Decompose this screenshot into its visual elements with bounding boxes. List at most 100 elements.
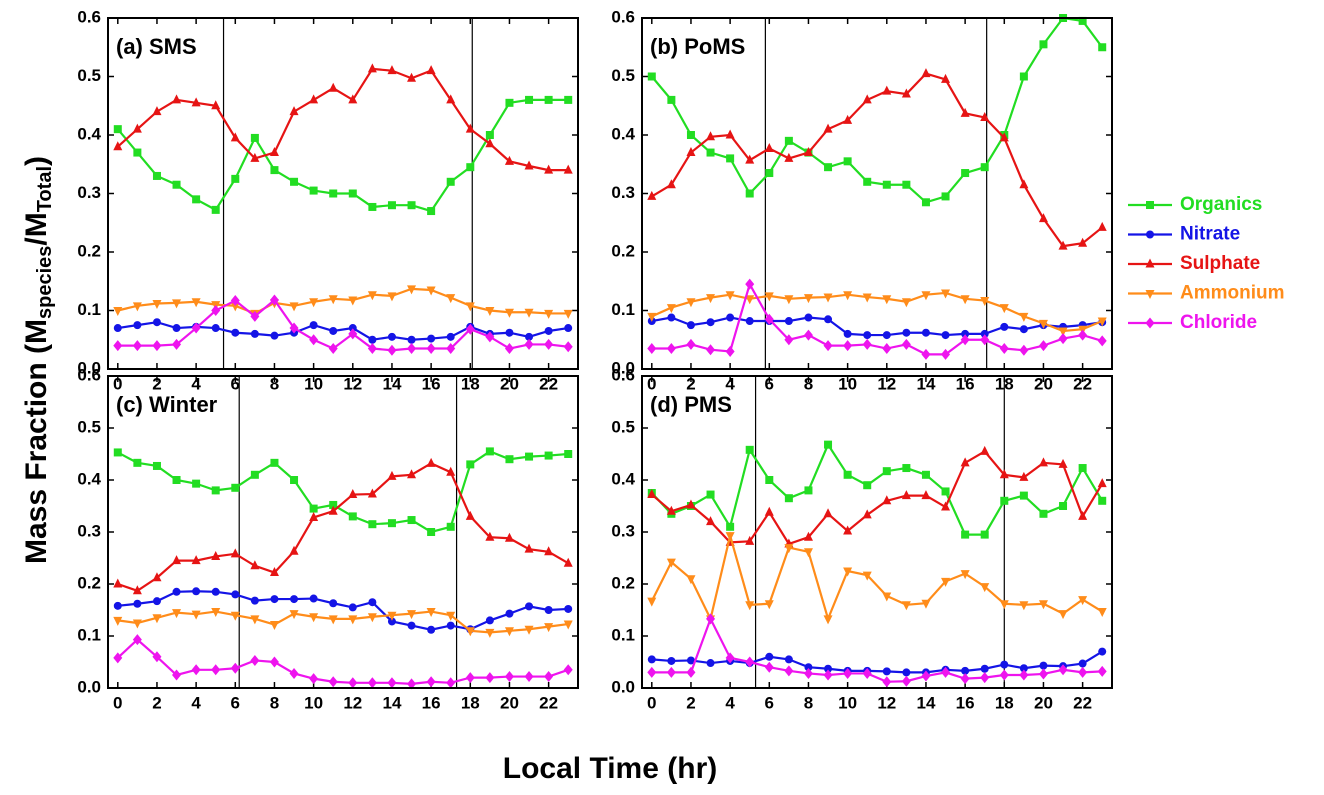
marker	[1038, 457, 1048, 467]
marker	[172, 338, 182, 350]
marker	[348, 512, 357, 521]
marker	[686, 666, 696, 678]
marker	[999, 600, 1009, 610]
marker	[407, 678, 417, 690]
y-label-subscript: Total	[34, 166, 56, 212]
marker	[348, 603, 357, 612]
marker	[427, 625, 436, 634]
marker	[485, 447, 494, 456]
marker	[1019, 601, 1029, 611]
x-tick-label: 8	[804, 374, 813, 393]
marker	[902, 668, 911, 677]
marker	[505, 328, 514, 337]
marker	[804, 313, 813, 322]
marker	[328, 82, 338, 92]
marker	[686, 131, 695, 139]
marker	[230, 548, 240, 558]
x-tick-label: 10	[304, 374, 323, 393]
marker	[960, 295, 970, 305]
data-line	[117, 450, 569, 534]
marker	[784, 334, 794, 346]
marker	[1019, 325, 1028, 334]
marker	[764, 313, 774, 325]
marker	[1078, 16, 1087, 25]
marker	[113, 652, 123, 664]
marker	[231, 174, 240, 183]
marker	[824, 664, 833, 673]
marker	[524, 625, 534, 635]
marker	[686, 321, 695, 330]
plot-frame	[107, 375, 579, 689]
marker	[1078, 510, 1088, 520]
y-label-subscript: species	[34, 246, 56, 319]
x-tick-label: 12	[877, 374, 896, 393]
marker	[667, 95, 676, 104]
x-tick-label: 10	[838, 374, 857, 393]
marker	[387, 611, 397, 621]
marker	[980, 329, 989, 338]
data-line	[650, 442, 1104, 536]
marker	[999, 132, 1009, 142]
marker	[706, 344, 716, 356]
marker	[706, 318, 715, 327]
marker	[564, 95, 573, 104]
marker	[152, 572, 162, 582]
marker	[564, 450, 573, 458]
marker	[446, 177, 455, 186]
marker	[348, 328, 358, 340]
marker	[348, 296, 358, 306]
marker	[901, 601, 911, 611]
marker	[706, 131, 716, 141]
marker	[666, 304, 676, 314]
marker	[843, 340, 853, 352]
marker	[250, 596, 259, 605]
y-label-part: /M	[20, 212, 53, 245]
marker	[387, 344, 397, 356]
marker	[133, 599, 142, 608]
marker	[1058, 333, 1068, 345]
marker	[863, 331, 872, 340]
data-line	[116, 98, 569, 213]
x-tick-label: 14	[382, 693, 401, 712]
marker	[862, 509, 872, 519]
marker	[980, 297, 990, 307]
marker	[784, 494, 793, 503]
marker	[686, 575, 696, 585]
marker	[348, 489, 358, 499]
marker	[387, 292, 397, 302]
marker	[902, 180, 911, 189]
marker	[824, 440, 833, 449]
marker	[784, 317, 793, 326]
marker	[882, 180, 891, 189]
marker	[921, 291, 931, 301]
marker	[113, 448, 122, 457]
marker	[504, 532, 514, 542]
marker	[823, 508, 833, 518]
marker	[843, 291, 853, 301]
marker	[446, 522, 455, 531]
marker	[485, 331, 495, 343]
marker	[666, 558, 676, 568]
x-tick-label: 10	[838, 693, 857, 712]
marker	[706, 294, 716, 304]
marker	[211, 100, 221, 110]
marker	[1038, 319, 1048, 329]
marker	[765, 476, 774, 484]
marker	[290, 476, 299, 484]
marker	[1000, 322, 1009, 331]
marker	[290, 177, 299, 186]
y-tick-label: 0.6	[611, 365, 635, 384]
x-tick-label: 6	[765, 374, 774, 393]
marker	[309, 594, 318, 603]
marker	[348, 615, 358, 625]
marker	[941, 666, 951, 678]
marker	[191, 664, 201, 676]
marker	[980, 334, 990, 346]
marker	[1078, 596, 1088, 606]
marker	[725, 129, 735, 139]
marker	[309, 321, 318, 330]
marker	[999, 304, 1009, 314]
marker	[211, 587, 220, 596]
marker	[407, 621, 416, 630]
